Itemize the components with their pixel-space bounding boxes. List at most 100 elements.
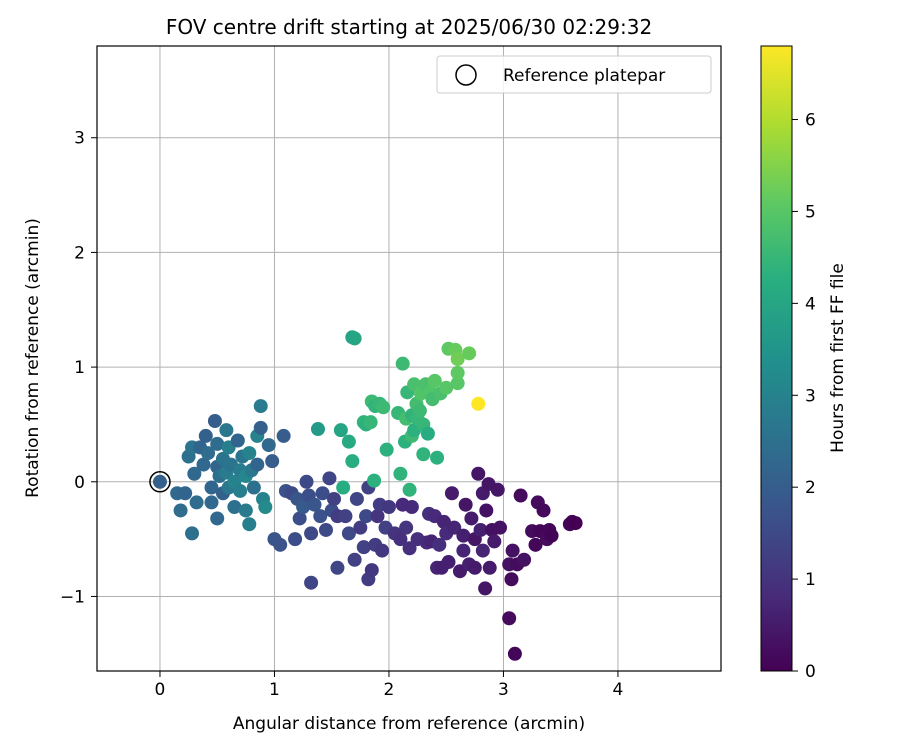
- data-point: [152, 474, 167, 489]
- data-point: [487, 534, 502, 549]
- colorbar-ticks: 0 1 2 3 4 5 6: [792, 111, 816, 682]
- data-point: [456, 528, 471, 543]
- plot-frame: [96, 45, 722, 672]
- data-point: [517, 552, 532, 567]
- data-point: [471, 396, 486, 411]
- data-point: [341, 526, 356, 541]
- grid-lines: [97, 46, 721, 671]
- data-point: [327, 491, 342, 506]
- data-point: [502, 611, 517, 626]
- colorbar-tick-label: 2: [805, 478, 816, 498]
- data-point: [304, 526, 319, 541]
- y-tick-label: 2: [74, 243, 85, 263]
- data-point: [198, 428, 213, 443]
- data-point: [304, 575, 319, 590]
- data-point: [341, 434, 356, 449]
- y-tick-label: 3: [74, 129, 85, 149]
- data-point: [345, 454, 360, 469]
- x-tick-label: 1: [269, 680, 280, 700]
- data-point: [393, 532, 408, 547]
- data-point: [395, 356, 410, 371]
- data-point: [467, 560, 482, 575]
- data-point: [242, 517, 257, 532]
- data-point: [402, 482, 417, 497]
- data-point: [450, 376, 465, 391]
- data-point: [353, 520, 368, 535]
- colorbar: 0 1 2 3 4 5 6 Hours from first FF file: [760, 45, 848, 682]
- data-point: [482, 560, 497, 575]
- data-point: [458, 497, 473, 512]
- data-point: [444, 486, 459, 501]
- data-point: [356, 540, 371, 555]
- data-point: [187, 466, 202, 481]
- data-point: [364, 563, 379, 578]
- data-point: [475, 543, 490, 558]
- data-point: [478, 581, 493, 596]
- data-point: [250, 457, 265, 472]
- data-point: [404, 500, 419, 515]
- colorbar-tick-label: 6: [805, 111, 816, 131]
- reference-marker-layer: [149, 471, 171, 493]
- data-point: [253, 399, 268, 414]
- data-point: [307, 497, 322, 512]
- chart-title: FOV centre drift starting at 2025/06/30 …: [166, 15, 652, 39]
- data-point: [246, 480, 261, 495]
- data-point: [568, 516, 583, 531]
- colorbar-tick-label: 0: [805, 662, 816, 682]
- data-point: [473, 522, 488, 537]
- data-point: [336, 480, 351, 495]
- x-tick-label: 4: [613, 680, 624, 700]
- data-point: [173, 503, 188, 518]
- data-point: [207, 414, 222, 428]
- data-point: [210, 511, 225, 526]
- data-point: [432, 537, 447, 552]
- data-point: [238, 503, 253, 518]
- data-point: [276, 428, 291, 443]
- data-point: [185, 526, 200, 541]
- data-point: [318, 522, 333, 537]
- data-point: [189, 495, 204, 510]
- data-point: [447, 520, 462, 535]
- data-point: [367, 473, 382, 488]
- data-point: [471, 466, 486, 481]
- data-point: [296, 500, 311, 515]
- data-point: [370, 509, 385, 524]
- data-point: [313, 509, 328, 524]
- data-point: [315, 486, 330, 501]
- data-point: [507, 646, 522, 661]
- data-point: [178, 486, 193, 501]
- data-point: [322, 471, 337, 486]
- colorbar-tick-label: 5: [805, 202, 816, 222]
- data-point: [242, 446, 257, 461]
- data-point: [273, 537, 288, 552]
- y-axis-ticks: −1 0 1 2 3: [60, 129, 97, 607]
- data-point: [261, 438, 276, 453]
- data-point: [381, 500, 396, 515]
- data-point: [347, 552, 362, 567]
- data-point: [479, 503, 494, 518]
- x-axis-ticks: 0 1 2 3 4: [155, 671, 624, 700]
- data-point: [441, 555, 456, 570]
- x-tick-label: 0: [155, 680, 166, 700]
- colorbar-tick-label: 1: [805, 570, 816, 590]
- legend-marker-icon: [455, 64, 477, 86]
- data-point: [227, 500, 242, 515]
- data-point: [219, 423, 234, 438]
- data-point: [288, 532, 303, 547]
- data-point: [402, 541, 417, 556]
- data-point: [258, 500, 273, 515]
- data-point: [299, 474, 314, 489]
- data-point: [204, 480, 219, 495]
- data-point: [412, 403, 427, 418]
- data-point: [544, 528, 559, 543]
- data-point: [504, 572, 519, 587]
- data-point: [230, 433, 245, 448]
- data-point: [436, 514, 451, 529]
- data-point: [338, 509, 353, 524]
- data-point: [253, 420, 268, 435]
- reference-platepar-marker: [149, 471, 171, 493]
- data-point: [462, 346, 477, 361]
- data-point: [347, 331, 362, 346]
- data-point: [330, 560, 345, 575]
